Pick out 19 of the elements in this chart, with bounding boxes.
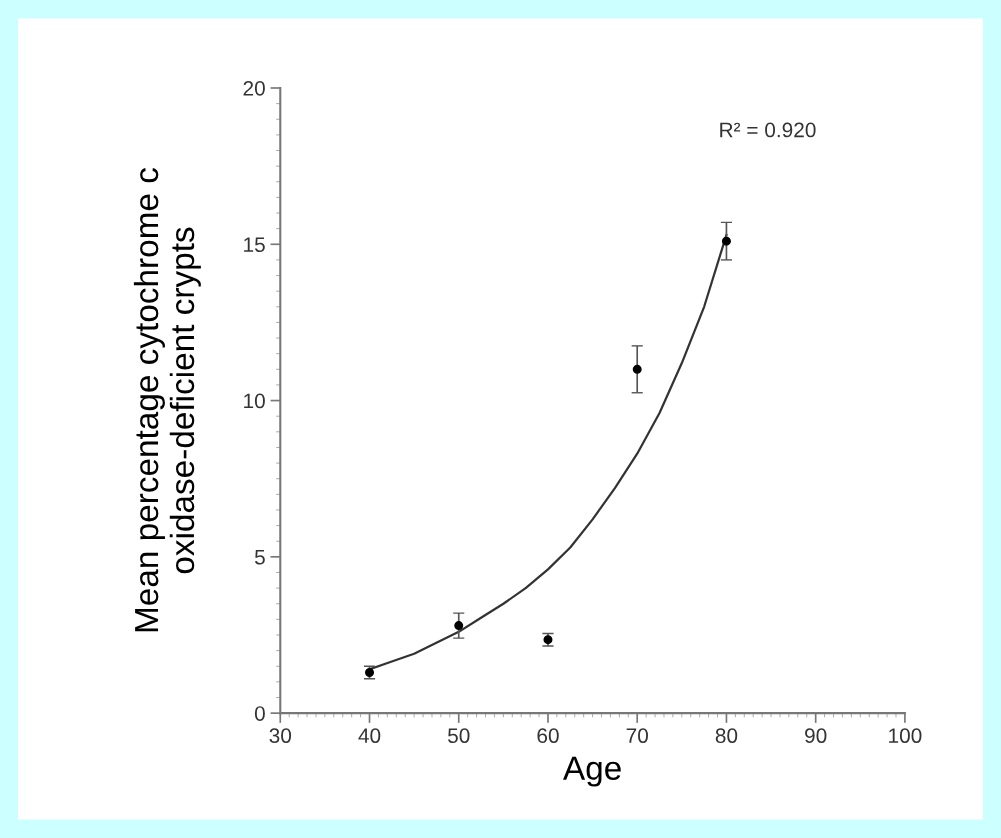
x-tick-label: 50	[447, 728, 470, 744]
point	[721, 236, 731, 246]
x-tick-label: 40	[358, 728, 381, 744]
point	[632, 364, 642, 374]
point	[454, 621, 464, 631]
x-axis-title: Age	[563, 756, 621, 787]
x-tick-label: 30	[269, 728, 292, 744]
x-tick-label: 70	[626, 728, 648, 744]
x-tick-label: 90	[805, 728, 827, 744]
y-tick-label: 5	[254, 550, 265, 565]
x-tick-label: 60	[537, 728, 559, 744]
y-tick-label: 15	[244, 237, 265, 253]
x-tick-label: 100	[889, 728, 922, 744]
y-tick-label: 10	[244, 393, 265, 409]
annotation: R² = 0.920	[720, 122, 816, 138]
y-tick-label: 20	[243, 80, 265, 96]
x-tick-label: 80	[715, 728, 738, 744]
y-axis-title: Mean percentage cytochrome c oxidase-deficient crypts	[133, 167, 201, 632]
y-tick-label: 0	[254, 706, 265, 721]
